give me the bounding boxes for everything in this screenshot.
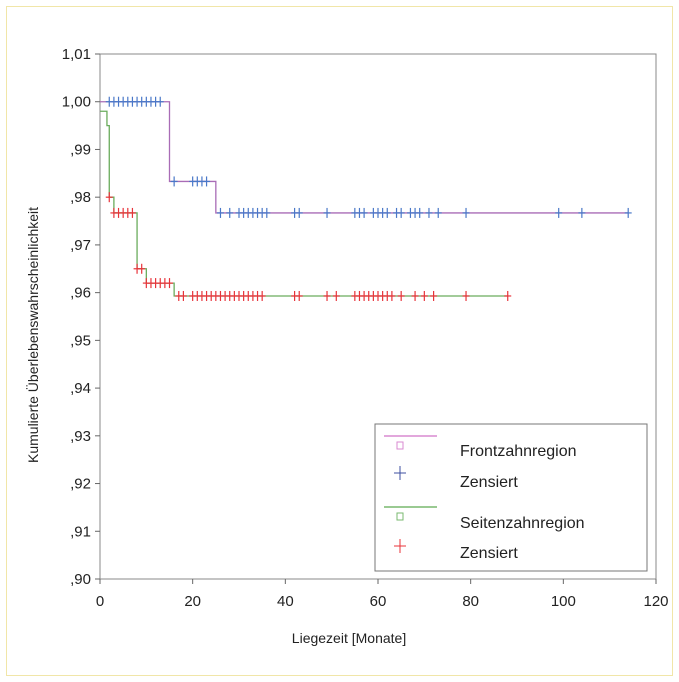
legend-label-seitenzahn: Seitenzahnregion — [460, 515, 585, 532]
censor-mark-1 — [397, 207, 405, 218]
y-axis-title: Kumulierte Überlebenswahrscheinlichkeit — [24, 207, 41, 463]
censor-mark-1 — [170, 176, 178, 187]
legend-marker-seitenzahn — [396, 512, 404, 521]
censor-mark-2 — [504, 290, 512, 301]
y-tick-label: ,93 — [70, 428, 91, 445]
legend-label-censored-1: Zensiert — [460, 474, 518, 491]
censor-mark-2 — [138, 263, 146, 274]
survival-curve-1 — [100, 101, 629, 214]
x-axis-title: Liegezeit [Monate] — [292, 630, 406, 646]
y-tick-label: 1,00 — [62, 94, 91, 111]
censor-mark-1 — [416, 207, 424, 218]
censor-mark-1 — [624, 207, 632, 218]
y-tick-label: ,97 — [70, 237, 91, 254]
y-tick-label: ,94 — [70, 380, 91, 397]
censor-mark-2 — [179, 290, 187, 301]
censor-mark-1 — [263, 207, 271, 218]
censor-mark-2 — [420, 290, 428, 301]
x-tick-label: 80 — [462, 593, 479, 610]
censor-mark-2 — [332, 290, 340, 301]
censor-mark-2 — [295, 290, 303, 301]
x-axis-ticks: 0 20 40 60 80 100 120 — [96, 579, 669, 610]
x-tick-label: 120 — [643, 593, 668, 610]
censor-mark-2 — [388, 290, 396, 301]
censor-mark-1 — [226, 207, 234, 218]
y-tick-label: ,90 — [70, 571, 91, 588]
y-tick-label: ,99 — [70, 141, 91, 158]
censor-mark-2 — [258, 290, 266, 301]
series-group — [100, 96, 632, 301]
x-tick-label: 60 — [370, 593, 387, 610]
censor-mark-1 — [555, 207, 563, 218]
y-tick-label: ,95 — [70, 332, 91, 349]
censor-mark-2 — [323, 290, 331, 301]
censor-mark-2 — [430, 290, 438, 301]
censor-mark-1 — [360, 207, 368, 218]
censor-mark-1 — [425, 207, 433, 218]
censor-mark-2 — [105, 192, 113, 203]
x-tick-label: 40 — [277, 593, 294, 610]
y-tick-label: ,91 — [70, 523, 91, 540]
legend-marker-frontzahn — [396, 441, 404, 450]
censor-mark-1 — [323, 207, 331, 218]
y-tick-label: 1,01 — [62, 46, 91, 63]
censor-mark-2 — [462, 290, 470, 301]
y-axis-ticks: ,90 ,91 ,92 ,93 ,94 ,95 ,96 ,97 ,98 ,99 1,00 1,01 — [62, 46, 100, 588]
censor-mark-1 — [383, 207, 391, 218]
legend-label-frontzahn: Frontzahnregion — [460, 443, 577, 460]
x-tick-label: 0 — [96, 593, 104, 610]
censor-mark-2 — [411, 290, 419, 301]
x-tick-label: 20 — [184, 593, 201, 610]
y-tick-label: ,92 — [70, 476, 91, 493]
x-tick-label: 100 — [551, 593, 576, 610]
censor-mark-1 — [203, 176, 211, 187]
censor-mark-1 — [216, 207, 224, 218]
censor-mark-1 — [462, 207, 470, 218]
legend-marker-censored-1 — [394, 466, 406, 480]
survival-curve-2 — [100, 110, 508, 297]
censor-mark-1 — [578, 207, 586, 218]
censor-mark-1 — [156, 96, 164, 107]
censor-mark-1 — [434, 207, 442, 218]
censor-mark-2 — [166, 278, 173, 289]
legend-label-censored-2: Zensiert — [460, 545, 518, 562]
censor-mark-2 — [128, 207, 136, 218]
legend: Frontzahnregion Zensiert Seitenzahnregio… — [374, 423, 648, 572]
y-tick-label: ,96 — [70, 285, 91, 302]
legend-box — [374, 423, 648, 572]
censor-mark-1 — [295, 207, 303, 218]
censor-mark-2 — [397, 290, 405, 301]
legend-marker-censored-2 — [394, 539, 406, 553]
y-tick-label: ,98 — [70, 189, 91, 206]
